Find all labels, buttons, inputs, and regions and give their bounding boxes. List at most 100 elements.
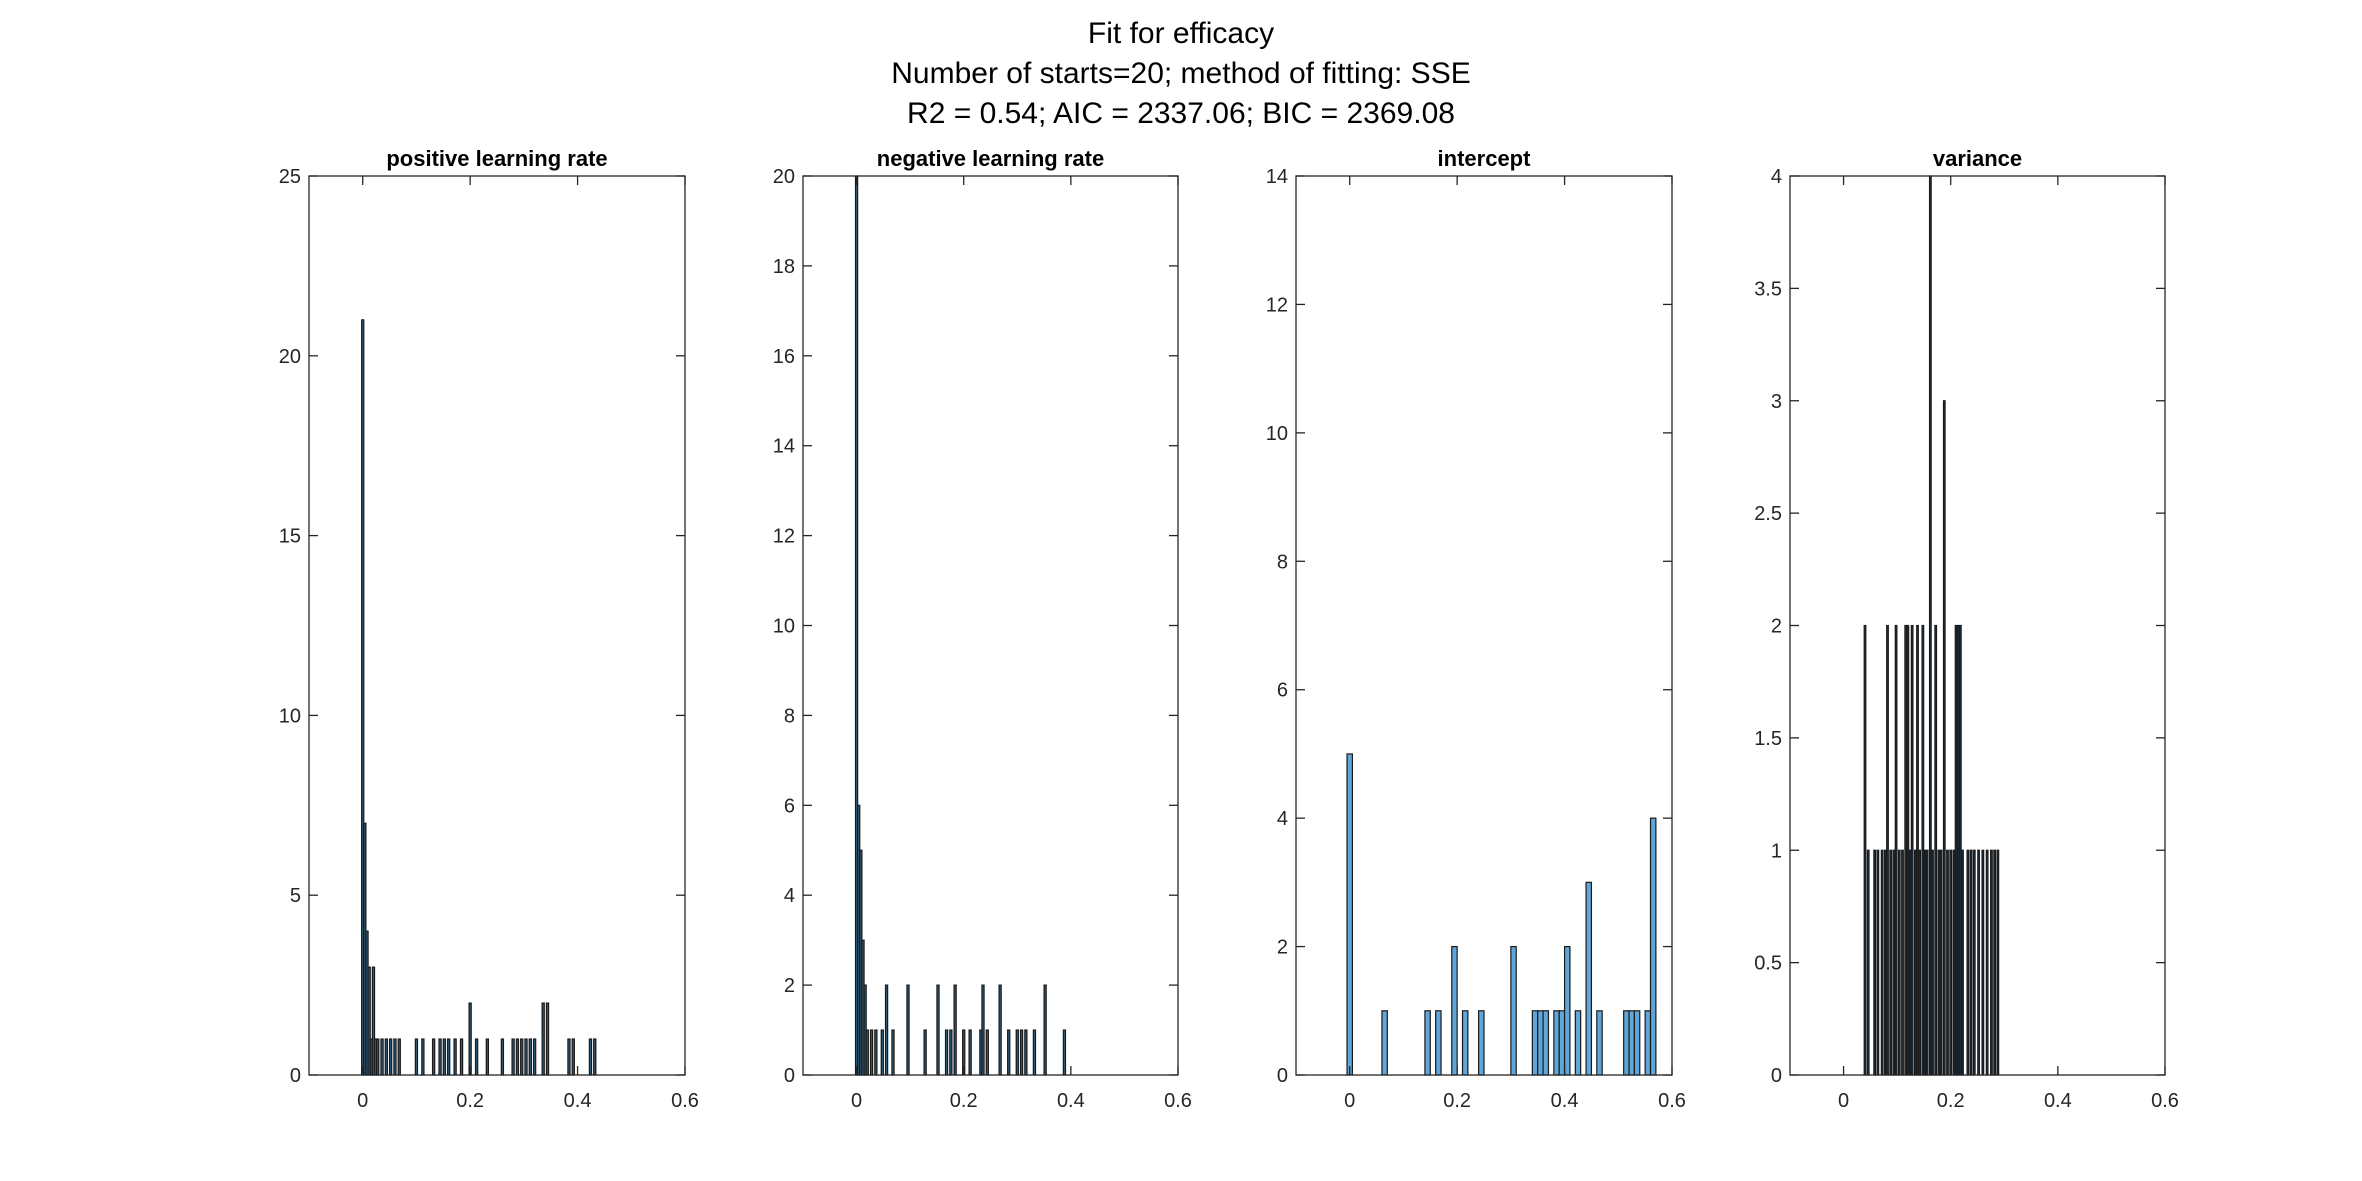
histogram-bar <box>453 1038 457 1076</box>
histogram-bar <box>1435 1010 1442 1076</box>
y-tick-label: 3 <box>1771 391 1782 413</box>
histogram-bar <box>1596 1010 1603 1076</box>
histogram-bar <box>1563 945 1571 1076</box>
histogram-bar <box>1889 849 1893 1076</box>
histogram-bar <box>1897 849 1901 1076</box>
panel-title: intercept <box>1438 146 1532 171</box>
histogram-bar <box>1478 1010 1485 1076</box>
panel-title: variance <box>1933 146 2022 171</box>
y-tick-label: 2 <box>784 975 795 997</box>
histogram-bar <box>1952 849 1956 1076</box>
histogram-bar <box>1939 849 1943 1076</box>
histogram-bar <box>1954 624 1958 1076</box>
y-tick-label: 6 <box>784 795 795 817</box>
y-tick-label: 8 <box>784 705 795 727</box>
panel-title: positive learning rate <box>386 146 607 171</box>
histogram-bar <box>1628 1010 1636 1076</box>
histogram-bar <box>1062 1029 1067 1076</box>
y-tick-label: 16 <box>773 346 795 368</box>
y-tick-label: 12 <box>773 526 795 548</box>
histogram-bar <box>1531 1010 1539 1076</box>
histogram-bar <box>869 1029 874 1076</box>
histogram-bar <box>397 1038 401 1076</box>
histogram-bar <box>1910 624 1914 1076</box>
histogram-bar <box>376 1038 380 1076</box>
histogram-bar <box>884 984 889 1076</box>
histogram-bar <box>865 1029 869 1076</box>
histogram-bar <box>593 1038 597 1076</box>
histogram-bar <box>1918 849 1922 1076</box>
histogram-bar <box>1894 624 1898 1076</box>
histogram-bar <box>1880 849 1884 1076</box>
histogram-bar <box>1942 400 1946 1076</box>
y-tick-label: 10 <box>773 616 795 638</box>
histogram-bar <box>880 1029 884 1076</box>
histogram-bar <box>545 1002 550 1076</box>
histogram-bar <box>511 1038 515 1076</box>
y-tick-label: 4 <box>1771 166 1782 188</box>
histogram-bar <box>1969 849 1973 1076</box>
x-tick-label: 0.4 <box>2044 1090 2072 1112</box>
histogram-bar <box>474 1038 479 1076</box>
y-tick-label: 20 <box>279 346 301 368</box>
y-tick-label: 0 <box>1771 1065 1782 1087</box>
figure-title-line-3: R2 = 0.54; AIC = 2337.06; BIC = 2369.08 <box>907 97 1455 130</box>
y-tick-label: 0 <box>784 1065 795 1087</box>
histogram-bar <box>1990 849 1993 1076</box>
histogram-bar <box>1993 849 1997 1076</box>
histogram-bar <box>380 1038 384 1076</box>
histogram-bar <box>446 1038 451 1076</box>
histogram-bar <box>1937 849 1941 1076</box>
x-tick-label: 0.2 <box>1443 1090 1471 1112</box>
histogram-bar <box>1537 1010 1544 1076</box>
histogram-bar <box>438 1038 442 1076</box>
histogram-bar <box>1904 624 1908 1076</box>
histogram-bar <box>1886 624 1889 1076</box>
histogram-bar <box>1866 849 1870 1076</box>
histogram-bar <box>541 1002 545 1076</box>
histogram-bar <box>431 1038 436 1076</box>
histogram-bar <box>998 984 1002 1076</box>
figure-title-line-1: Fit for efficacy <box>1087 17 1275 50</box>
x-tick-label: 0.6 <box>1658 1090 1686 1112</box>
histogram-bar <box>906 984 910 1076</box>
histogram-bar <box>1921 624 1925 1076</box>
y-tick-label: 2 <box>1771 616 1782 638</box>
histogram-bar <box>520 1038 524 1076</box>
histogram-bar <box>891 1029 895 1076</box>
axes-box <box>308 175 686 1076</box>
histogram-bar <box>1972 849 1976 1076</box>
x-tick-label: 0.2 <box>950 1090 978 1112</box>
histogram-bar <box>1542 1010 1550 1076</box>
histogram-bar <box>1931 849 1934 1076</box>
y-tick-label: 0 <box>1277 1065 1288 1087</box>
histogram-bar <box>1863 624 1867 1076</box>
y-tick-label: 14 <box>773 436 795 458</box>
x-tick-label: 0 <box>851 1090 862 1112</box>
histogram-bar <box>459 1038 464 1076</box>
histogram-bar <box>1558 1010 1566 1076</box>
x-tick-label: 0 <box>357 1090 368 1112</box>
x-tick-label: 0.2 <box>1937 1090 1965 1112</box>
histogram-bar <box>1923 849 1927 1076</box>
histogram-bar <box>1913 849 1917 1076</box>
histogram-bar <box>1956 624 1960 1076</box>
histogram-bar <box>1934 624 1938 1076</box>
histogram-bar <box>1928 175 1932 1076</box>
x-tick-label: 0.6 <box>1164 1090 1192 1112</box>
histogram-bar <box>944 1029 949 1076</box>
histogram-bar <box>1901 849 1904 1076</box>
histogram-bar <box>874 1029 878 1076</box>
histogram-bar <box>393 1038 397 1076</box>
histogram-bar <box>1015 1029 1019 1076</box>
histogram-panel-3: 0 2 4 6 8 10 12 14 0 0.2 0.4 0.6 intercept <box>1266 146 1686 1112</box>
y-tick-label: 3.5 <box>1754 278 1782 300</box>
histogram-bar <box>1985 849 1989 1076</box>
x-tick-label: 0.2 <box>456 1090 484 1112</box>
histogram-bar <box>1633 1010 1641 1076</box>
histogram-bar <box>1424 1010 1431 1076</box>
x-tick-label: 0.6 <box>2151 1090 2179 1112</box>
figure-title-line-2: Number of starts=20; method of fitting: … <box>891 57 1471 90</box>
y-tick-label: 6 <box>1277 680 1288 702</box>
histogram-bar <box>1024 1029 1028 1076</box>
